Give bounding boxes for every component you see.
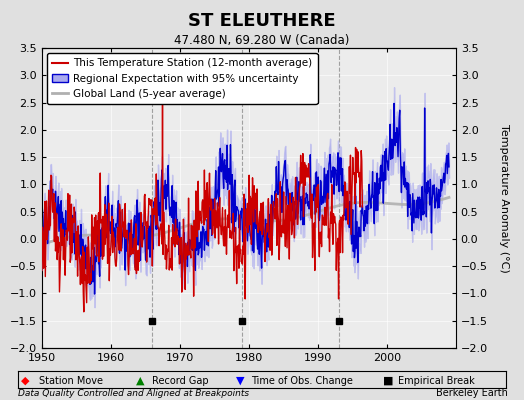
Text: Data Quality Controlled and Aligned at Breakpoints: Data Quality Controlled and Aligned at B… bbox=[18, 389, 249, 398]
Text: ◆: ◆ bbox=[21, 376, 29, 386]
Y-axis label: Temperature Anomaly (°C): Temperature Anomaly (°C) bbox=[499, 124, 509, 272]
Text: Time of Obs. Change: Time of Obs. Change bbox=[252, 376, 353, 386]
Text: 47.480 N, 69.280 W (Canada): 47.480 N, 69.280 W (Canada) bbox=[174, 34, 350, 47]
Text: Berkeley Earth: Berkeley Earth bbox=[436, 388, 508, 398]
Legend: This Temperature Station (12-month average), Regional Expectation with 95% uncer: This Temperature Station (12-month avera… bbox=[47, 53, 318, 104]
Text: Record Gap: Record Gap bbox=[152, 376, 209, 386]
Text: ▲: ▲ bbox=[136, 376, 145, 386]
Text: ■: ■ bbox=[383, 376, 393, 386]
Text: Station Move: Station Move bbox=[39, 376, 103, 386]
Text: Empirical Break: Empirical Break bbox=[398, 376, 475, 386]
Text: ▼: ▼ bbox=[236, 376, 244, 386]
Text: ST ELEUTHERE: ST ELEUTHERE bbox=[188, 12, 336, 30]
